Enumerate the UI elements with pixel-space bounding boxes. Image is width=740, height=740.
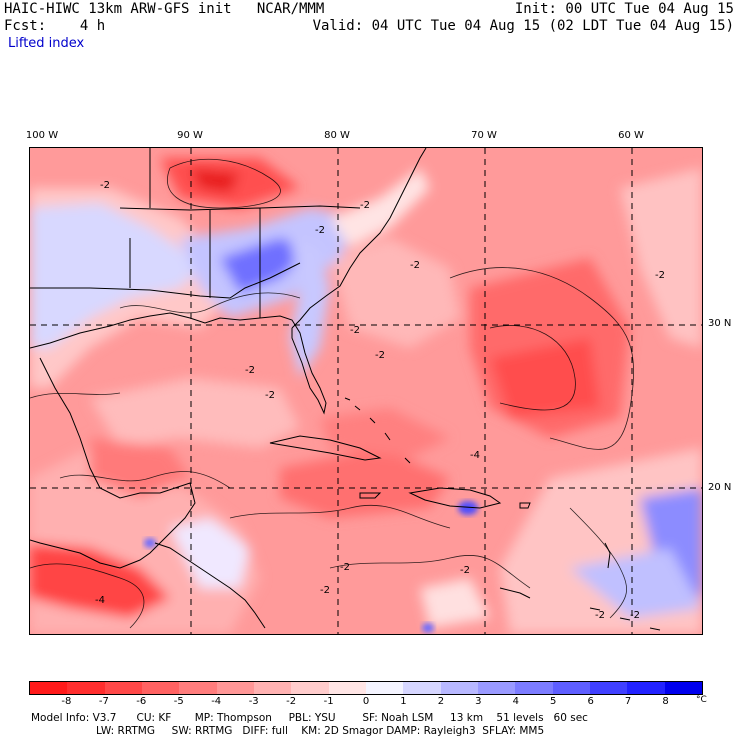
contour-label: -2	[630, 610, 640, 621]
contour-lines	[29, 158, 634, 629]
colorbar-swatch	[403, 682, 441, 694]
lon-label-100w: 100 W	[25, 130, 59, 141]
lat-label-30n: 30 N	[708, 318, 732, 329]
colorbar-swatch	[104, 682, 142, 694]
blue-spot-south	[422, 623, 434, 633]
colorbar-swatch	[67, 682, 105, 694]
blue-spot-hispaniola	[458, 501, 478, 515]
colorbar-tick: 3	[475, 696, 482, 707]
colorbar-swatch	[515, 682, 553, 694]
colorbar-swatch	[664, 682, 702, 694]
colorbar-swatch	[589, 682, 628, 694]
contour-label: -4	[470, 450, 480, 461]
contour-label: -2	[265, 390, 275, 401]
lifted-index-shading	[30, 158, 702, 634]
colorbar-tick: 1	[400, 696, 407, 707]
colorbar-swatch	[291, 682, 329, 694]
colorbar-tick: -4	[211, 696, 222, 707]
colorbar-swatch	[179, 682, 217, 694]
lon-label-90w: 90 W	[177, 130, 203, 141]
colorbar-tick: -8	[61, 696, 72, 707]
model-info-line1: Model Info: V3.7 CU: KF MP: Thompson PBL…	[31, 712, 588, 724]
colorbar-swatch	[477, 682, 516, 694]
colorbar-tick: 6	[587, 696, 594, 707]
colorbar-swatch	[30, 682, 68, 694]
contour-value-labels: -2 -2 -2 -2 -2 -2 -2 -2 -2 -2 -4 -4 -2 -…	[95, 180, 665, 621]
graticule	[30, 148, 702, 634]
forecast-hour: Fcst: 4 h	[4, 18, 106, 34]
colorbar-tick: -2	[286, 696, 297, 707]
lifted-index-map: -2 -2 -2 -2 -2 -2 -2 -2 -2 -2 -4 -4 -2 -…	[29, 147, 703, 635]
contour-label: -2	[460, 565, 470, 576]
field-name: Lifted index	[8, 36, 85, 51]
colorbar-swatch	[328, 682, 366, 694]
contour-label: -2	[245, 365, 255, 376]
model-info-line2: LW: RRTMG SW: RRTMG DIFF: full KM: 2D Sm…	[96, 725, 545, 737]
model-title: HAIC-HIWC 13km ARW-GFS init NCAR/MMM	[4, 1, 325, 17]
contour-label: -2	[595, 610, 605, 621]
colorbar-unit: °C	[696, 695, 707, 705]
colorbar-tick: 0	[362, 696, 370, 707]
colorbar-tick: 2	[437, 696, 445, 707]
map-canvas: -2 -2 -2 -2 -2 -2 -2 -2 -2 -2 -4 -4 -2 -…	[29, 147, 702, 634]
contour-label: -2	[375, 350, 385, 361]
colorbar-tick: 5	[550, 696, 557, 707]
colorbar-tick: -5	[173, 696, 184, 707]
colorbar	[29, 681, 703, 695]
coastlines	[29, 147, 661, 631]
colorbar-tick: -1	[323, 696, 334, 707]
init-time: Init: 00 UTC Tue 04 Aug 15	[514, 1, 734, 17]
colorbar-tick: 8	[662, 696, 669, 707]
colorbar-tick: -3	[248, 696, 259, 707]
valid-time: Valid: 04 UTC Tue 04 Aug 15 (02 LDT Tue …	[312, 18, 734, 34]
contour-label: -2	[655, 270, 665, 281]
colorbar-swatch	[216, 682, 254, 694]
blue-spot-central-america	[144, 538, 156, 548]
contour-label: -2	[340, 562, 350, 573]
colorbar-swatch	[365, 682, 404, 694]
colorbar-tick: 4	[512, 696, 519, 707]
colorbar-tick: 7	[624, 696, 632, 707]
colorbar-tick: -6	[136, 696, 147, 707]
contour-label: -2	[100, 180, 110, 191]
contour-label: -2	[360, 200, 370, 211]
colorbar-swatch	[440, 682, 478, 694]
lon-label-60w: 60 W	[618, 130, 644, 141]
lon-label-80w: 80 W	[324, 130, 350, 141]
colorbar-swatch	[627, 682, 665, 694]
contour-label: -2	[315, 225, 325, 236]
contour-label: -2	[350, 325, 360, 336]
contour-label: -2	[320, 585, 330, 596]
colorbar-swatch	[141, 682, 180, 694]
lat-label-20n: 20 N	[708, 482, 732, 493]
colorbar-swatch	[253, 682, 292, 694]
contour-label: -4	[95, 595, 105, 606]
colorbar-tick: -7	[98, 696, 109, 707]
colorbar-swatch	[552, 682, 590, 694]
contour-label: -2	[410, 260, 420, 271]
lon-label-70w: 70 W	[471, 130, 497, 141]
